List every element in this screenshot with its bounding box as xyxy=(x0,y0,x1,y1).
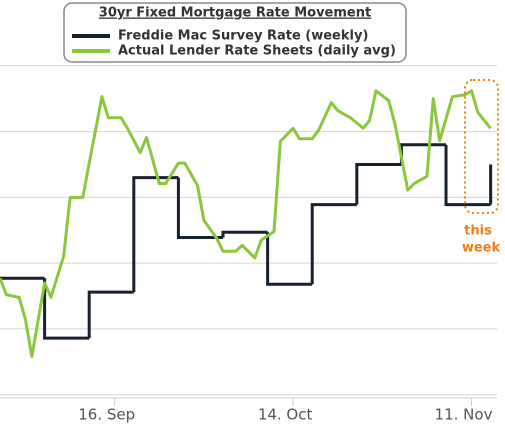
x-tick-label: 11. Nov xyxy=(435,406,493,424)
legend-label: Actual Lender Rate Sheets (daily avg) xyxy=(118,44,396,59)
series-line xyxy=(0,89,492,359)
step-segment xyxy=(266,232,313,286)
step-segment xyxy=(87,290,134,339)
step-segment xyxy=(355,162,402,205)
x-tick-label: 14. Oct xyxy=(258,406,313,424)
step-segment xyxy=(176,177,224,239)
step-segment xyxy=(310,203,357,285)
highlight-box xyxy=(464,79,499,214)
annotation: this xyxy=(464,224,492,239)
legend-box xyxy=(63,2,407,63)
chart-title: 30yr Fixed Mortgage Rate Movement xyxy=(99,6,371,21)
legend-label: Freddie Mac Survey Rate (weekly) xyxy=(118,29,368,44)
annotation: week xyxy=(462,241,501,256)
step-segment xyxy=(43,278,90,340)
step-segment xyxy=(221,230,268,238)
step-segment xyxy=(444,144,491,207)
x-tick-label: 16. Sep xyxy=(78,406,135,424)
grid xyxy=(0,65,497,396)
step-segment xyxy=(132,176,179,293)
step-segment xyxy=(399,143,447,165)
plot xyxy=(0,89,493,359)
x-axis: 16. Sep 14. Oct 11. Nov xyxy=(78,398,493,424)
legend: Freddie Mac Survey Rate (weekly)Actual L… xyxy=(72,29,396,59)
